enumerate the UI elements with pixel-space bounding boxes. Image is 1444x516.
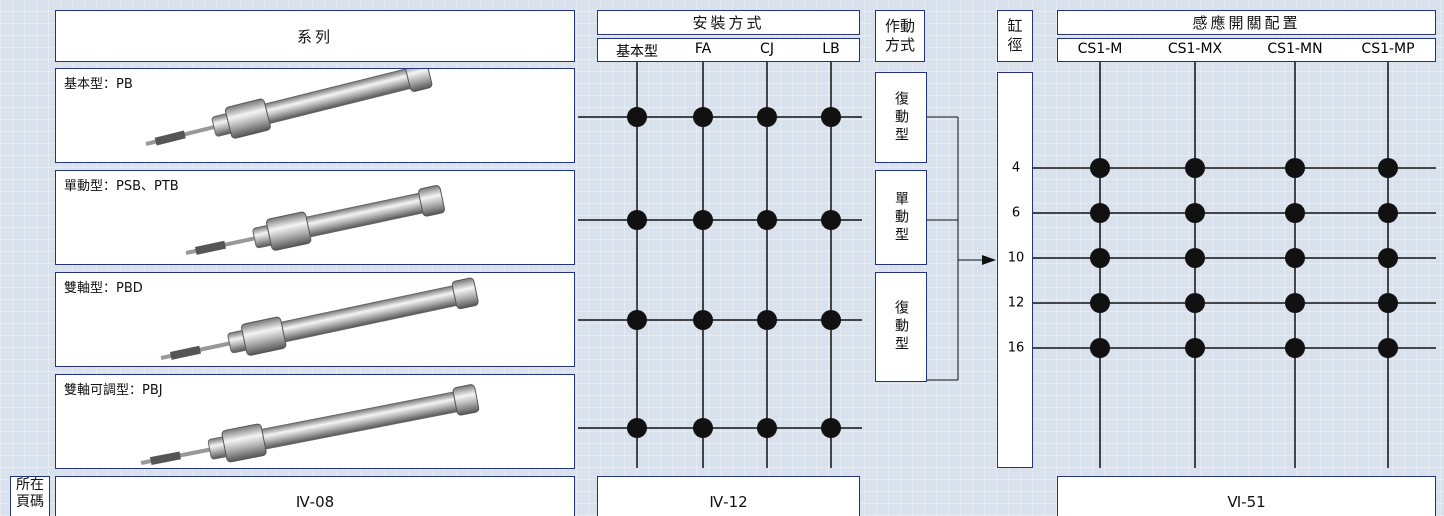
dot [1185,248,1205,268]
dot [627,418,647,438]
dot [1185,203,1205,223]
series-label: 雙軸型：PBD [64,281,143,296]
end-cap [452,384,480,416]
end-cap [404,69,433,92]
thread [194,240,226,255]
series-item: 雙軸可調型：PBJ [55,374,575,469]
block [241,316,287,356]
series-label: 單動型：PSB、PTB [64,179,179,194]
block [266,211,312,251]
dot [1090,248,1110,268]
bore-size: 10 [1007,250,1025,266]
actuation-label: 復動型 [893,90,909,145]
dot [1090,338,1110,358]
dot [821,107,841,127]
mounting-subheader [597,38,860,62]
product-image [185,185,445,255]
series-label: 雙軸可調型：PBJ [64,383,163,398]
series-header: 系列 [55,10,575,62]
actuation-type: 復動型 [875,72,927,163]
dot [1378,158,1398,178]
dot [693,210,713,230]
series-item: 雙軸型：PBD [55,272,575,367]
switch-subheader [1057,38,1436,62]
cylinder [145,69,433,146]
dot [1378,338,1398,358]
bore-size: 6 [1011,205,1021,221]
dot [821,418,841,438]
switch-column: CS1-MN [1267,41,1323,57]
switch-column: CS1-M [1077,41,1123,57]
dot [1090,203,1110,223]
actuation-type: 復動型 [875,272,927,382]
thread [169,345,201,360]
dot [757,210,777,230]
dot [1090,158,1110,178]
actuation-label: 單動型 [893,190,909,245]
end-cap [418,185,445,217]
end-cap [451,277,479,310]
switch-column: CS1-MX [1167,41,1223,57]
thread [154,130,186,146]
dot [1185,293,1205,313]
product-image [140,384,480,466]
dot [1378,248,1398,268]
bore-column [997,72,1033,468]
dot [1090,293,1110,313]
dot [1285,158,1305,178]
mounting-header: 安裝方式 [597,10,860,35]
actuation-label: 復動型 [893,300,909,354]
dot [627,107,647,127]
dot [757,310,777,330]
mounting-column: FA [694,41,712,57]
dot [757,107,777,127]
dot [821,310,841,330]
thread [150,451,182,466]
dot [627,310,647,330]
product-image [145,69,433,146]
mounting-column: 基本型 [616,44,658,60]
series-item: 單動型：PSB、PTB [55,170,575,265]
dot [693,107,713,127]
series-item: 基本型：PB [55,68,575,163]
dot [757,418,777,438]
actuation-type: 單動型 [875,170,927,265]
cylinder [140,384,480,466]
block [224,98,271,139]
mounting-column: LB [822,41,840,57]
dot [693,310,713,330]
bore-size: 4 [1011,160,1021,176]
mounting-column: CJ [760,41,774,57]
bore-size: 12 [1007,295,1025,311]
dot [1285,248,1305,268]
block [221,423,267,463]
dot [1378,293,1398,313]
switch-column: CS1-MP [1361,41,1415,57]
dot [821,210,841,230]
dot [1285,293,1305,313]
actuation-header: 作動方式 [875,10,925,62]
product-image [160,277,479,360]
switch-header: 感應開關配置 [1057,10,1436,35]
page-ref: Ⅳ-12 [597,476,860,516]
bore-size: 16 [1007,340,1025,356]
dot [1185,338,1205,358]
bore-header: 缸徑 [997,10,1033,62]
dot [1285,203,1305,223]
page-ref: Ⅵ-51 [1057,476,1436,516]
dot [1285,338,1305,358]
dot [627,210,647,230]
page-ref: Ⅳ-08 [55,476,575,516]
dot [1185,158,1205,178]
arrow-head [982,255,996,265]
dot [693,418,713,438]
dot [1378,203,1398,223]
cylinder [185,185,445,255]
page-ref-label: 所在頁碼 [10,476,50,516]
series-label: 基本型：PB [64,77,133,92]
cylinder [160,277,479,360]
